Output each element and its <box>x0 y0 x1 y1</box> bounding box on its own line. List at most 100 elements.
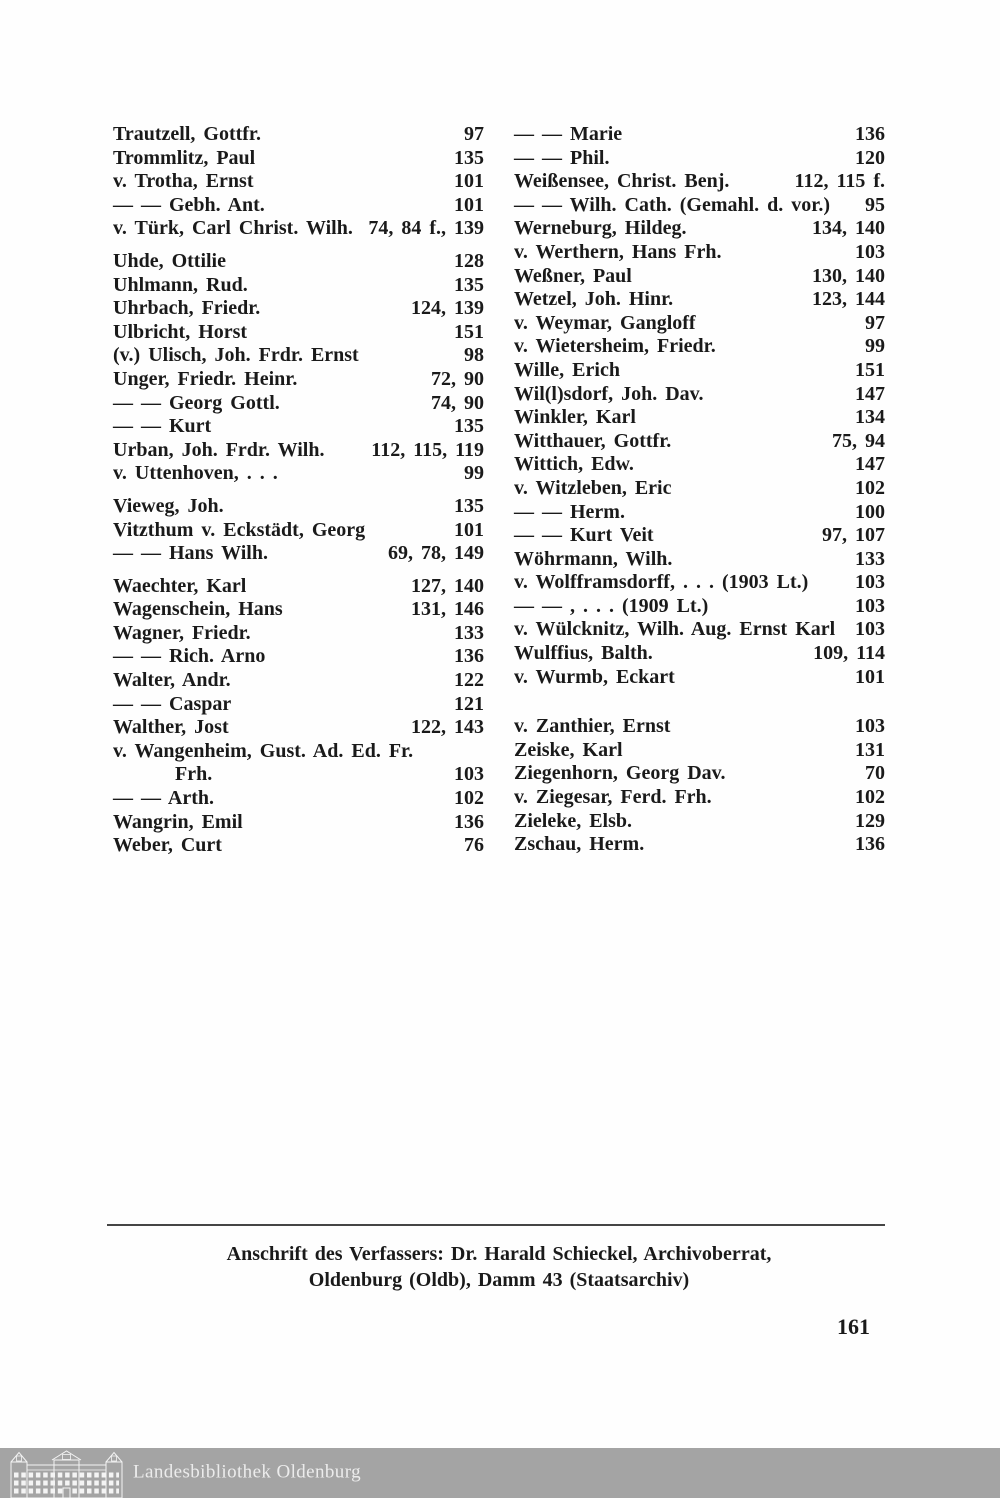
entry-name: — — Georg Gottl. <box>113 391 280 414</box>
index-entry: — — Georg Gottl. 74, 90 <box>113 392 484 416</box>
entry-pages: 120 <box>855 146 885 169</box>
entry-pages: 136 <box>454 645 484 668</box>
entry-name: Trommlitz, Paul <box>113 146 256 169</box>
index-entry: Uhlmann, Rud. 135 <box>113 274 484 298</box>
entry-pages: 101 <box>454 193 484 216</box>
entry-pages: 136 <box>855 123 885 145</box>
entry-name: Walter, Andr. <box>113 669 231 692</box>
index-entry: Waechter, Karl 127, 140 <box>113 575 484 599</box>
entry-pages: 74, 90 <box>431 391 484 414</box>
entry-pages: 74, 84 f., 139 <box>368 217 484 240</box>
entry-name: Vieweg, Joh. <box>113 494 224 517</box>
entry-pages: 97 <box>865 311 885 334</box>
entry-name: v. Witzleben, Eric <box>514 476 672 499</box>
entry-pages: 135 <box>454 273 484 296</box>
index-entry: Wöhrmann, Wilh. 133 <box>514 548 885 572</box>
index-entry: Weßner, Paul 130, 140 <box>514 265 885 289</box>
index-entry: Winkler, Karl 134 <box>514 406 885 430</box>
author-address: Anschrift des Verfassers: Dr. Harald Sch… <box>113 1241 885 1293</box>
entry-name: Winkler, Karl <box>514 406 636 429</box>
entry-name: Weßner, Paul <box>514 264 632 287</box>
index-entry: v. Wülcknitz, Wilh. Aug. Ernst Karl 103 <box>514 618 885 642</box>
entry-name: — — Gebh. Ant. <box>113 193 265 216</box>
entry-name: v. Trotha, Ernst <box>113 170 254 193</box>
index-entry: Werneburg, Hildeg. 134, 140 <box>514 217 885 241</box>
entry-pages: 133 <box>855 547 885 570</box>
entry-pages: 112, 115 f. <box>794 170 885 193</box>
entry-pages: 109, 114 <box>813 642 885 665</box>
entry-name: Trautzell, Gottfr. <box>113 123 261 145</box>
entry-pages: 134 <box>855 406 885 429</box>
entry-pages: 112, 115, 119 <box>371 438 484 461</box>
entry-name: Wil(l)sdorf, Joh. Dav. <box>514 382 704 405</box>
index-entry: Wetzel, Joh. Hinr. 123, 144 <box>514 288 885 312</box>
entry-pages: 134, 140 <box>812 217 885 240</box>
entry-pages: 129 <box>855 809 885 832</box>
entry-name: — — Rich. Arno <box>113 645 266 668</box>
index-entry: v. Wolfframsdorff, . . . (1903 Lt.) 103 <box>514 571 885 595</box>
entry-pages: 122, 143 <box>411 716 484 739</box>
index-entry: (v.) Ulisch, Joh. Frdr. Ernst 98 <box>113 344 484 368</box>
entry-pages: 123, 144 <box>812 288 885 311</box>
entry-pages: 133 <box>454 621 484 644</box>
index-entry: Wittich, Edw. 147 <box>514 453 885 477</box>
index-entry: Urban, Joh. Frdr. Wilh. 112, 115, 119 <box>113 439 484 463</box>
entry-name: — — Caspar <box>113 692 232 715</box>
entry-pages: 131, 146 <box>411 598 484 621</box>
author-address-line1: Anschrift des Verfassers: Dr. Harald Sch… <box>226 1243 772 1265</box>
index-column-right: — — Marie 136— — Phil. 120 Weißensee, Chris… <box>514 123 885 858</box>
entry-pages: 99 <box>865 335 885 358</box>
index-entry: — — Kurt Veit 97, 107 <box>514 524 885 548</box>
entry-pages: 103 <box>855 715 885 738</box>
entry-name: v. Wietersheim, Friedr. <box>514 335 716 358</box>
index-column-left: Trautzell, Gottfr. 97 Trommlitz, Paul 135 v.… <box>113 123 484 858</box>
entry-pages: 102 <box>454 787 484 810</box>
index-entry: — — , . . . (1909 Lt.) 103 <box>514 595 885 619</box>
entry-name: Wagner, Friedr. <box>113 621 251 644</box>
entry-name: Waechter, Karl <box>113 574 247 597</box>
index-entry: v. Uttenhoven, . . . 99 <box>113 462 484 486</box>
entry-pages: 151 <box>855 358 885 381</box>
index-entry: Wille, Erich 151 <box>514 359 885 383</box>
entry-pages: 131 <box>855 738 885 761</box>
entry-pages: 102 <box>855 786 885 809</box>
entry-pages: 147 <box>855 453 885 476</box>
index-entry: v. Wietersheim, Friedr. 99 <box>514 335 885 359</box>
index-columns: Trautzell, Gottfr. 97 Trommlitz, Paul 135 v.… <box>113 123 885 858</box>
entry-pages: 101 <box>855 665 885 688</box>
entry-name: v. Zanthier, Ernst <box>514 715 671 738</box>
entry-pages: 136 <box>454 810 484 833</box>
index-entry: Zeiske, Karl 131 <box>514 739 885 763</box>
entry-name: Uhde, Ottilie <box>113 249 226 272</box>
index-entry: Weißensee, Christ. Benj. 112, 115 f. <box>514 170 885 194</box>
entry-name: Zeiske, Karl <box>514 738 623 761</box>
entry-pages: 69, 78, 149 <box>388 542 484 565</box>
library-banner-label: Landesbibliothek Oldenburg <box>133 1461 361 1483</box>
entry-pages: 102 <box>855 476 885 499</box>
index-entry: — — Wilh. Cath. (Gemahl. d. vor.) 95 <box>514 194 885 218</box>
entry-name: Wangrin, Emil <box>113 810 243 833</box>
index-entry: Trautzell, Gottfr. 97 <box>113 123 484 147</box>
entry-pages: 136 <box>855 833 885 856</box>
index-entry: Ulbricht, Horst 151 <box>113 321 484 345</box>
index-entry: — — Hans Wilh. 69, 78, 149 <box>113 542 484 566</box>
index-entry: Walther, Jost 122, 143 <box>113 716 484 740</box>
index-entry: Wagenschein, Hans 131, 146 <box>113 598 484 622</box>
entry-pages: 135 <box>454 146 484 169</box>
entry-pages: 75, 94 <box>832 429 885 452</box>
entry-pages: 76 <box>464 834 484 857</box>
index-entry: Zschau, Herm. 136 <box>514 833 885 857</box>
library-banner: Landesbibliothek Oldenburg <box>0 1448 1000 1498</box>
index-entry: v. Werthern, Hans Frh. 103 <box>514 241 885 265</box>
entry-name: Unger, Friedr. Heinr. <box>113 367 298 390</box>
entry-name: v. Werthern, Hans Frh. <box>514 240 722 263</box>
entry-pages: 100 <box>855 500 885 523</box>
entry-pages: 95 <box>865 193 885 216</box>
entry-pages: 151 <box>454 320 484 343</box>
index-entry: — — Rich. Arno 136 <box>113 645 484 669</box>
index-entry: Wagner, Friedr. 133 <box>113 622 484 646</box>
entry-name: — — Herm. <box>514 500 625 523</box>
entry-name: Ulbricht, Horst <box>113 320 248 343</box>
entry-name: Vitzthum v. Eckstädt, Georg <box>113 518 366 541</box>
